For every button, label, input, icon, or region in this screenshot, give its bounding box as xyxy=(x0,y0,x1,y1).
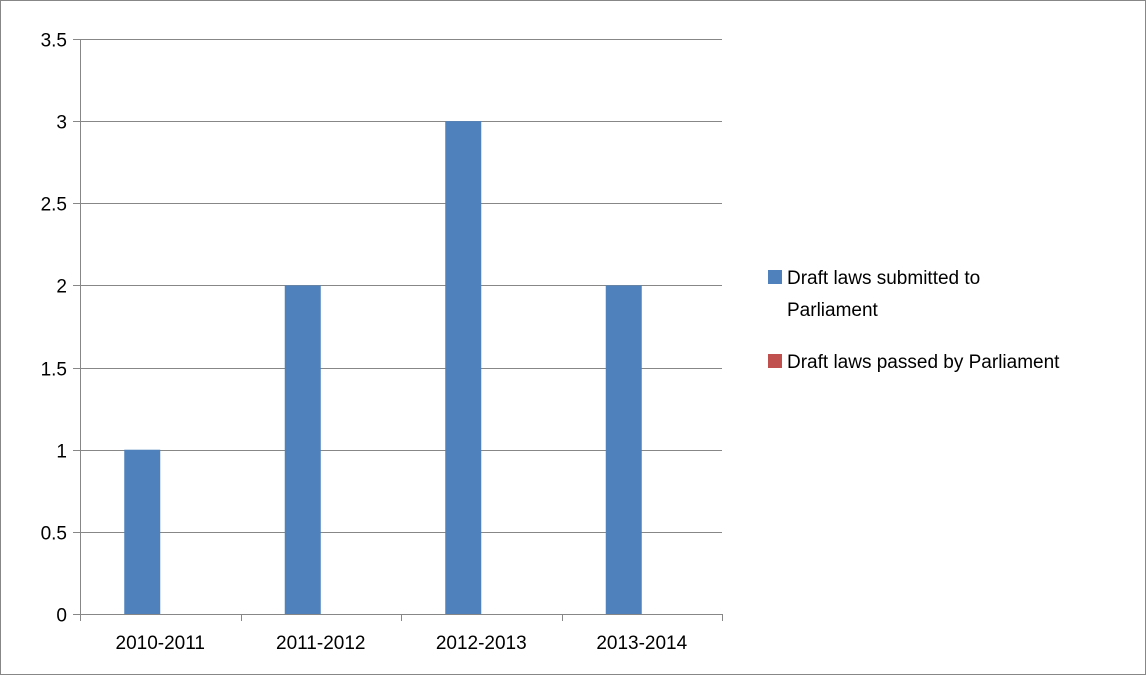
y-tick-label: 0.5 xyxy=(41,524,67,545)
y-tick-label: 1 xyxy=(56,442,67,463)
legend-swatch xyxy=(768,354,782,368)
bars xyxy=(124,121,642,615)
tick-labels: 0 0.5 1 1.5 2 2.5 3 3.5 2010-2011 2011-2012 2012-2… xyxy=(41,31,688,655)
bar xyxy=(445,121,482,615)
x-tick-label: 2010-2011 xyxy=(116,633,205,654)
y-tick-label: 1.5 xyxy=(41,360,67,381)
axes xyxy=(73,39,723,621)
y-tick-label: 3 xyxy=(56,113,67,134)
x-tick-label: 2012-2013 xyxy=(436,633,527,654)
x-tick-label: 2013-2014 xyxy=(596,633,687,654)
y-tick-label: 3.5 xyxy=(41,31,67,52)
legend-label: Draft laws passed by Parliament xyxy=(787,352,1060,373)
y-tick-label: 2.5 xyxy=(41,195,67,216)
legend-swatch xyxy=(768,270,782,284)
bar xyxy=(284,285,321,614)
x-tick-label: 2011-2012 xyxy=(276,633,365,654)
legend-label: Draft laws submitted to xyxy=(787,268,980,289)
y-tick-label: 0 xyxy=(56,606,67,627)
y-tick-label: 2 xyxy=(56,277,67,298)
gridlines xyxy=(80,39,722,533)
legend-label: Parliament xyxy=(787,300,879,321)
bar xyxy=(124,449,161,614)
legend: Draft laws submitted to Parliament Draft l… xyxy=(768,268,1060,373)
bar xyxy=(605,285,642,614)
